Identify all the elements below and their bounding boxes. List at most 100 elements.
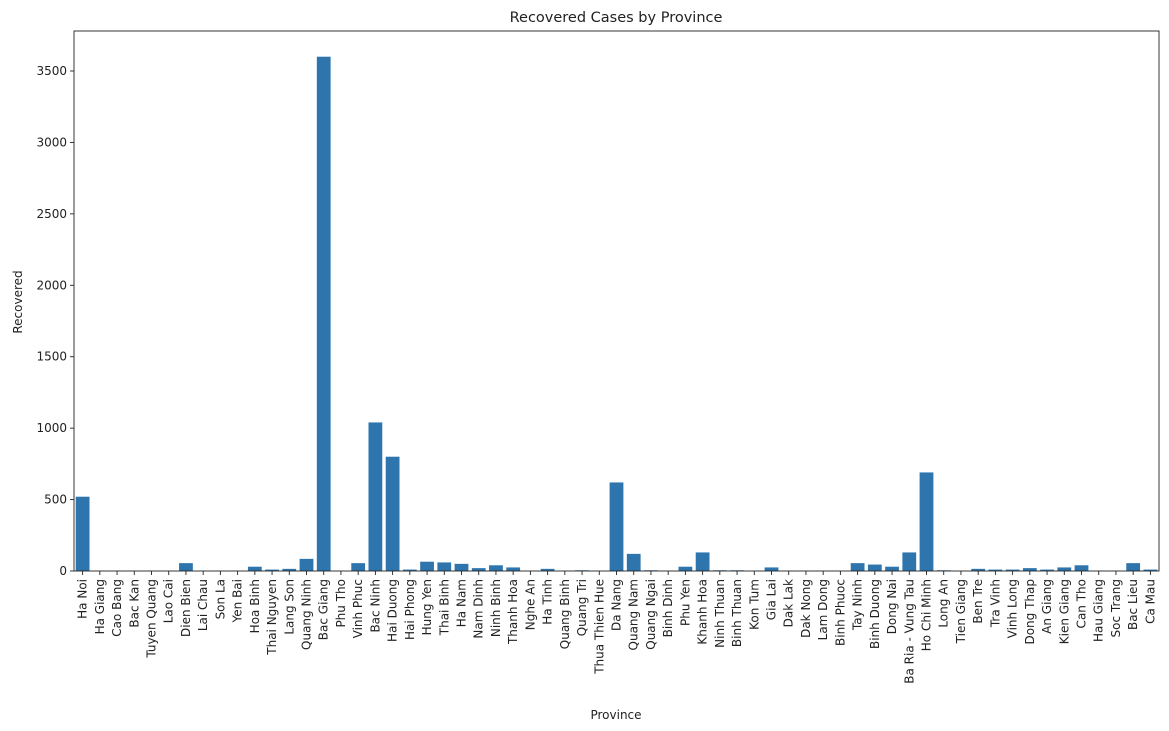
bar xyxy=(1143,569,1158,571)
bar xyxy=(540,568,555,571)
x-tick-label: Dak Lak xyxy=(782,579,796,627)
bar xyxy=(247,566,262,571)
x-tick-label: Long An xyxy=(937,579,951,628)
x-tick-label: Hung Yen xyxy=(420,579,434,635)
y-tick-label: 500 xyxy=(44,493,67,507)
x-tick-label: Hai Phong xyxy=(403,579,417,640)
bar xyxy=(678,566,693,571)
x-tick-label: Ben Tre xyxy=(971,579,985,624)
x-tick-label: Lam Dong xyxy=(816,579,830,640)
x-axis-label: Province xyxy=(590,708,641,722)
bar xyxy=(695,552,710,571)
x-tick-label: Thai Binh xyxy=(437,579,451,636)
bar xyxy=(1074,565,1089,571)
bar xyxy=(75,496,90,571)
x-tick-label: Ninh Binh xyxy=(489,579,503,637)
x-tick-label: Soc Trang xyxy=(1109,579,1123,637)
x-tick-label: Son La xyxy=(213,579,227,619)
x-tick-label: Dong Nai xyxy=(885,579,899,634)
x-tick-label: Phu Tho xyxy=(334,579,348,628)
x-tick-label: Quang Ngai xyxy=(644,579,658,650)
x-tick-label: Dak Nong xyxy=(799,579,813,638)
bar xyxy=(368,422,383,571)
y-tick-label: 0 xyxy=(59,564,67,578)
y-tick-label: 3500 xyxy=(36,64,67,78)
y-axis: 0 500 1000 1500 2000 2500 3000 3500 xyxy=(36,64,74,578)
bar xyxy=(609,482,624,571)
bar xyxy=(506,567,521,571)
bar xyxy=(402,569,417,571)
bar xyxy=(454,563,469,571)
bar xyxy=(489,565,503,571)
bar xyxy=(867,564,882,571)
x-tick-label: Ninh Thuan xyxy=(713,579,727,648)
x-tick-label: Lang Son xyxy=(282,579,296,635)
bar xyxy=(988,569,1003,571)
bar xyxy=(179,563,193,571)
x-tick-label: Ba Ria - Vung Tau xyxy=(902,579,916,684)
x-tick-label: Binh Dinh xyxy=(661,579,675,637)
x-tick-label: Bac Ninh xyxy=(368,579,382,633)
bar xyxy=(919,472,934,571)
x-tick-label: Da Nang xyxy=(610,579,624,631)
x-tick-label: Phu Yen xyxy=(678,579,692,626)
bar xyxy=(764,567,779,571)
x-tick-label: Binh Phuoc xyxy=(833,579,847,646)
x-tick-label: Khanh Hoa xyxy=(696,579,710,645)
y-tick-label: 2500 xyxy=(36,207,67,221)
bar xyxy=(902,552,917,571)
x-tick-label: Tay Ninh xyxy=(851,579,865,631)
x-tick-label: Cao Bang xyxy=(110,579,124,637)
x-tick-label: Thua Thien Hue xyxy=(592,579,606,675)
x-tick-label: Gia Lai xyxy=(765,579,779,620)
x-tick-label: Binh Duong xyxy=(868,579,882,649)
x-tick-label: Ho Chi Minh xyxy=(920,579,934,651)
x-tick-label: Kon Tum xyxy=(747,579,761,630)
x-tick-label: Thai Nguyen xyxy=(265,579,279,656)
x-tick-label: Ha Tinh xyxy=(541,579,555,625)
bar xyxy=(1022,568,1037,571)
x-tick-label: Bac Kan xyxy=(127,579,141,628)
x-tick-label: Hau Giang xyxy=(1092,579,1106,642)
x-tick-label: Quang Binh xyxy=(558,579,572,649)
bar xyxy=(850,563,865,571)
y-tick-label: 3000 xyxy=(36,135,67,149)
x-tick-label: Can Tho xyxy=(1075,579,1089,628)
bar xyxy=(1005,569,1020,571)
x-tick-label: Ha Nam xyxy=(455,579,469,627)
bar xyxy=(971,568,986,571)
x-tick-label: Tien Giang xyxy=(954,579,968,644)
x-tick-label: An Giang xyxy=(1040,579,1054,634)
bar xyxy=(265,569,279,571)
bar xyxy=(1057,567,1072,571)
x-tick-label: Ca Mau xyxy=(1143,579,1157,624)
bar xyxy=(385,456,400,571)
x-tick-label: Dong Thap xyxy=(1023,579,1037,645)
x-tick-label: Kien Giang xyxy=(1057,579,1071,644)
bar xyxy=(351,563,366,571)
x-tick-label: Vinh Long xyxy=(1006,579,1020,638)
bar xyxy=(626,553,641,571)
x-tick-label: Quang Tri xyxy=(575,579,589,636)
x-tick-label: Vinh Phuc xyxy=(351,579,365,638)
bar xyxy=(437,562,452,571)
bar xyxy=(1040,569,1054,571)
bar xyxy=(471,568,486,571)
chart-title: Recovered Cases by Province xyxy=(510,10,723,26)
x-tick-label: Thanh Hoa xyxy=(506,579,520,645)
x-tick-label: Nghe An xyxy=(523,579,537,630)
x-tick-label: Ha Giang xyxy=(93,579,107,634)
x-tick-label: Lai Chau xyxy=(196,579,210,631)
plot-frame xyxy=(73,30,1160,572)
x-tick-label: Ha Noi xyxy=(76,579,90,619)
x-tick-label: Tuyen Quang xyxy=(145,579,159,659)
x-tick-label: Lao Cai xyxy=(162,579,176,623)
x-tick-label: Dien Bien xyxy=(179,579,193,637)
x-tick-label: Quang Ninh xyxy=(300,579,314,650)
y-tick-label: 1000 xyxy=(36,421,67,435)
x-tick-label: Nam Dinh xyxy=(472,579,486,639)
bar xyxy=(316,56,331,571)
bar xyxy=(299,558,314,571)
x-axis: Ha Noi Ha Giang Cao Bang Bac Kan Tuyen Quang… xyxy=(76,571,1157,684)
